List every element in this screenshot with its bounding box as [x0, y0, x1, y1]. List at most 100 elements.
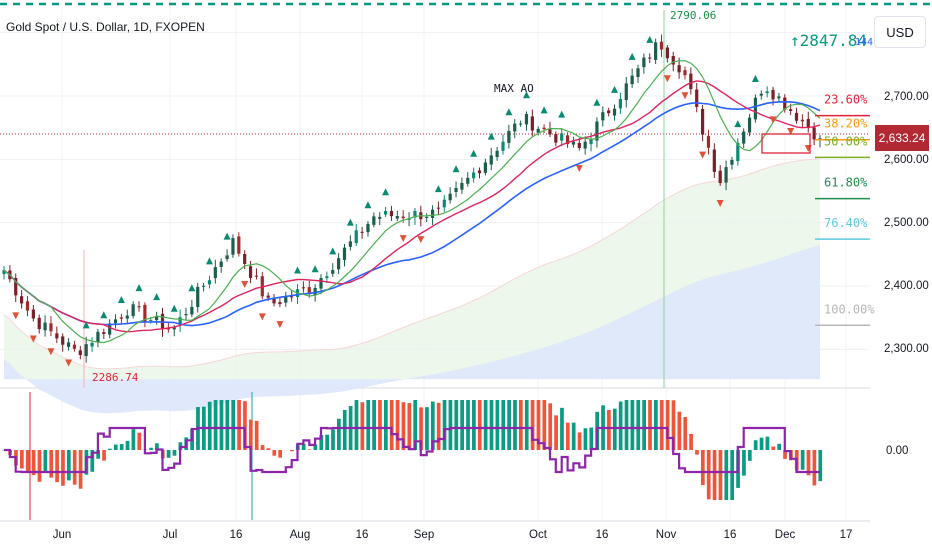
- candle-body: [483, 162, 487, 173]
- chart-title: Gold Spot / U.S. Dollar, 1D, FXOPEN: [6, 20, 205, 34]
- time-tick-label: 16: [230, 529, 243, 541]
- osc-bar: [260, 445, 265, 450]
- buy-arrow: [558, 110, 566, 118]
- candle: [37, 314, 41, 334]
- osc-bar: [742, 450, 746, 476]
- candle-body: [337, 258, 341, 270]
- candle: [654, 38, 658, 65]
- candle-body: [712, 149, 716, 172]
- ma-bands: [3, 158, 821, 414]
- candle: [113, 314, 118, 329]
- candle-body: [524, 114, 529, 125]
- osc-bar: [213, 400, 218, 450]
- candle-body: [290, 296, 294, 298]
- candle-body: [72, 344, 77, 349]
- candle: [460, 177, 464, 194]
- currency-button[interactable]: USD: [874, 16, 926, 48]
- candle: [166, 321, 170, 333]
- candle-body: [571, 141, 576, 145]
- candle: [31, 305, 35, 322]
- candle-body: [284, 296, 288, 303]
- osc-bar: [630, 400, 635, 450]
- osc-bar: [560, 407, 564, 450]
- osc-bar: [119, 444, 124, 450]
- candle-body: [589, 138, 593, 145]
- candle: [337, 253, 341, 274]
- candle-body: [554, 134, 558, 143]
- osc-bar: [155, 443, 159, 450]
- candle-body: [577, 143, 581, 148]
- candle-body: [155, 315, 159, 321]
- candle: [84, 336, 88, 363]
- candle: [395, 210, 399, 222]
- range-box: [761, 133, 811, 154]
- candle: [137, 301, 141, 312]
- candle: [689, 67, 693, 95]
- buy-arrow: [117, 296, 125, 304]
- candle: [43, 315, 47, 337]
- candle-body: [360, 231, 364, 233]
- candle: [360, 226, 364, 239]
- osc-bar: [78, 450, 83, 489]
- candle-body: [20, 296, 24, 304]
- candle-body: [201, 285, 206, 287]
- candle: [730, 156, 734, 170]
- osc-bar: [131, 429, 136, 450]
- candle-body: [659, 41, 664, 50]
- candle: [125, 309, 129, 324]
- osc-bar: [360, 402, 365, 450]
- candle-body: [55, 333, 59, 339]
- osc-bar: [712, 450, 717, 500]
- osc-bar: [671, 400, 676, 450]
- time-tick-label: Nov: [656, 529, 677, 541]
- buy-arrow: [188, 284, 196, 292]
- candle: [601, 106, 605, 127]
- candle-body: [383, 211, 388, 215]
- candle-body: [612, 108, 617, 116]
- candle-body: [724, 167, 728, 183]
- candle: [495, 146, 499, 161]
- osc-bar: [724, 450, 729, 500]
- osc-bar: [72, 450, 77, 485]
- price-tick-label: 2,700.00: [884, 91, 929, 103]
- osc-bar: [55, 450, 59, 483]
- osc-bar: [96, 450, 101, 459]
- sell-arrow: [663, 75, 671, 83]
- osc-bar: [648, 400, 652, 450]
- candle-body: [794, 112, 799, 121]
- candle-body: [260, 276, 264, 297]
- time-tick-label: Aug: [290, 529, 310, 541]
- buy-arrow: [329, 247, 337, 255]
- osc-bar: [149, 447, 153, 450]
- candle: [307, 280, 311, 298]
- candle-body: [425, 216, 429, 218]
- candle-body: [466, 177, 470, 184]
- candle: [554, 131, 558, 147]
- signal-arrows: [12, 35, 812, 367]
- candle-body: [278, 302, 282, 305]
- time-tick-label: Oct: [529, 529, 548, 541]
- max-ao-label: MAX AO: [494, 82, 534, 95]
- candle-body: [90, 342, 94, 347]
- osc-bar: [472, 400, 476, 450]
- osc-bar: [583, 428, 588, 450]
- candle-body: [149, 320, 153, 322]
- candle: [196, 282, 200, 313]
- candle-body: [624, 83, 628, 101]
- osc-bar: [337, 418, 341, 450]
- osc-bar: [542, 400, 547, 450]
- osc-bar: [378, 400, 382, 450]
- candle: [102, 328, 106, 339]
- osc-bar: [108, 448, 112, 450]
- candle: [372, 212, 376, 228]
- candle: [184, 307, 188, 321]
- candle-body: [219, 261, 223, 267]
- candle: [736, 138, 740, 166]
- candle: [90, 337, 94, 352]
- candle: [49, 316, 53, 337]
- osc-bar: [677, 411, 682, 450]
- osc-bar: [278, 450, 283, 458]
- osc-bar: [313, 444, 318, 450]
- candle: [389, 205, 394, 221]
